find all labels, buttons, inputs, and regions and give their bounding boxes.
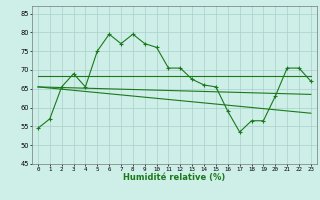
- X-axis label: Humidité relative (%): Humidité relative (%): [123, 173, 226, 182]
